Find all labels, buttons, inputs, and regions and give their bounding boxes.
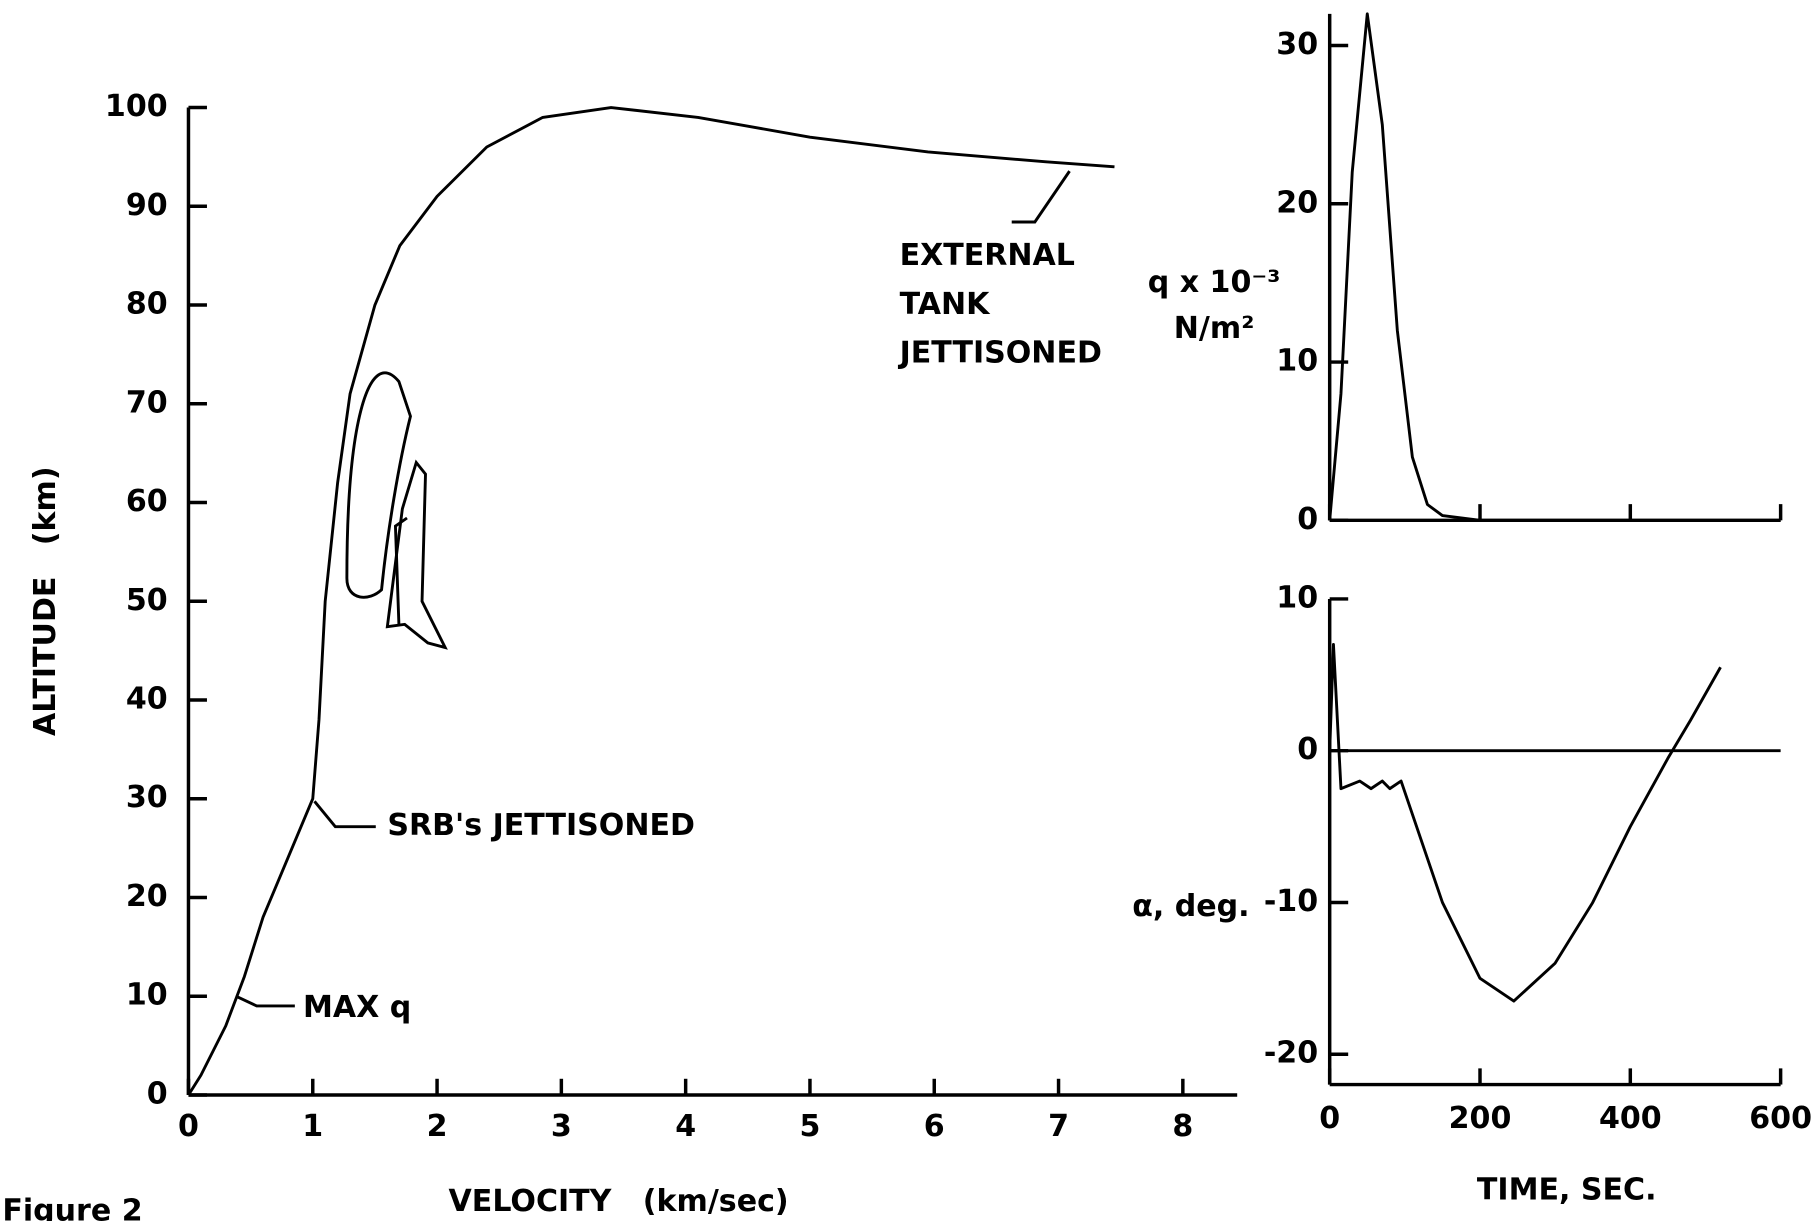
y-tick-label: -10 xyxy=(1264,884,1318,919)
y-tick-label: 30 xyxy=(126,780,168,815)
curve xyxy=(187,106,1115,1096)
x-tick-label: 1 xyxy=(302,1109,323,1144)
y-axis-label: ALTITUDE (km) xyxy=(28,466,63,736)
y-tick-label: 60 xyxy=(126,484,168,519)
x-tick-label: 5 xyxy=(799,1109,820,1144)
y-tick-label: 10 xyxy=(126,978,168,1013)
y-tick-label: 90 xyxy=(126,188,168,223)
annotation-leader xyxy=(313,800,376,829)
y-tick-label: 80 xyxy=(126,287,168,322)
y-tick-label: 10 xyxy=(1276,580,1318,615)
y-axis-label: α, deg. xyxy=(1132,889,1249,924)
y-tick-label: 100 xyxy=(105,89,168,124)
x-tick-label: 2 xyxy=(427,1109,448,1144)
x-tick-label: 0 xyxy=(1319,1101,1340,1136)
y-tick-label: 30 xyxy=(1276,27,1318,62)
annotation-leader xyxy=(236,995,295,1008)
curve xyxy=(1328,643,1722,1003)
x-axis-label: TIME, SEC. xyxy=(1477,1172,1657,1207)
annotation: EXTERNAL xyxy=(900,238,1075,273)
annotation-leader xyxy=(1011,170,1071,224)
curve xyxy=(1328,12,1781,522)
y-tick-label: 50 xyxy=(126,583,168,618)
annotation: TANK xyxy=(900,287,992,322)
x-tick-label: 6 xyxy=(924,1109,945,1144)
y-tick-label: 20 xyxy=(1276,185,1318,220)
x-axis-label: VELOCITY (km/sec) xyxy=(449,1184,789,1219)
y-tick-label: 10 xyxy=(1276,344,1318,379)
x-tick-label: 3 xyxy=(551,1109,572,1144)
x-tick-label: 400 xyxy=(1599,1101,1662,1136)
shuttle-sketch xyxy=(345,371,448,650)
y-tick-label: 20 xyxy=(126,879,168,914)
x-tick-label: 4 xyxy=(675,1109,696,1144)
caption: Figure 2 xyxy=(2,1193,142,1221)
x-tick-label: 200 xyxy=(1449,1101,1512,1136)
y-tick-label: 0 xyxy=(147,1076,168,1111)
annotation: JETTISONED xyxy=(898,335,1102,370)
x-tick-label: 600 xyxy=(1749,1101,1812,1136)
y-tick-label: 0 xyxy=(1297,732,1318,767)
annotation: MAX q xyxy=(303,990,411,1025)
annotation: SRB's JETTISONED xyxy=(387,808,695,843)
y-tick-label: 40 xyxy=(126,681,168,716)
x-tick-label: 8 xyxy=(1172,1109,1193,1144)
y-tick-label: 0 xyxy=(1297,502,1318,537)
x-tick-label: 7 xyxy=(1048,1109,1069,1144)
y-axis-label: N/m² xyxy=(1174,311,1255,346)
y-axis-label: q x 10⁻³ xyxy=(1148,265,1281,300)
x-tick-label: 0 xyxy=(178,1109,199,1144)
y-tick-label: 70 xyxy=(126,385,168,420)
y-tick-label: -20 xyxy=(1264,1036,1318,1071)
